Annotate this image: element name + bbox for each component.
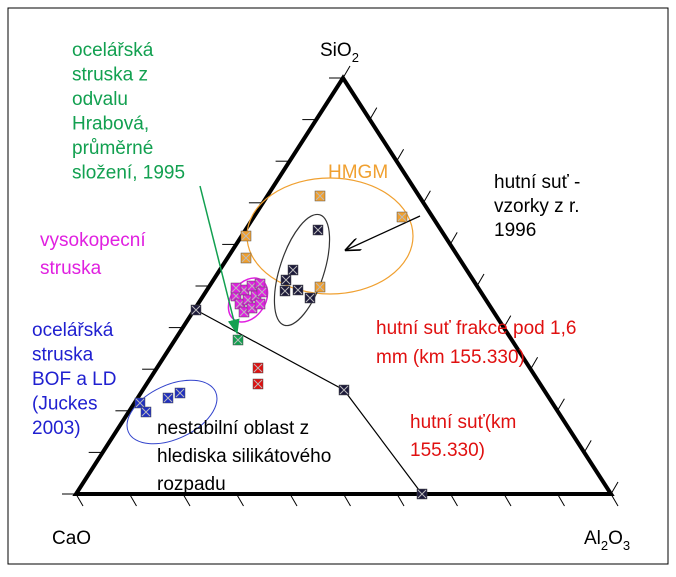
marker-cross [315, 191, 325, 201]
marker-cross [141, 407, 151, 417]
marker-cross [231, 283, 241, 293]
tick [476, 273, 485, 287]
hmgm-label: HMGM [328, 162, 388, 183]
tick [556, 398, 565, 412]
label: SiO [320, 40, 352, 61]
annotation-line: odvalu [72, 89, 128, 110]
annotation-line: hutní suť(km [410, 412, 516, 433]
frame [7, 7, 669, 565]
marker-cross [280, 286, 290, 296]
annotation-line: hlediska silikátového [157, 446, 331, 467]
marker-cross [239, 285, 249, 295]
tick [369, 107, 378, 120]
marker-cross [293, 285, 303, 295]
annotation-line: hutní suť frakce pod 1,6 [376, 318, 576, 339]
marker-cross [339, 385, 349, 395]
annotation-line: mm (km 155.330) [376, 347, 525, 368]
marker-cross [233, 335, 243, 345]
tick [342, 65, 351, 79]
markers [134, 190, 428, 500]
annotation-line: rozpadu [157, 474, 226, 495]
marker-cross [247, 281, 257, 291]
annotation-line: vysokopecní [40, 230, 146, 251]
tick [396, 148, 405, 162]
marker-cross [281, 275, 291, 285]
marker-cross [255, 299, 265, 309]
marker-cross [253, 379, 263, 389]
marker-cross [255, 279, 265, 289]
marker-cross [163, 393, 173, 403]
marker-cross [397, 212, 407, 222]
annotation-line: vzorky z r. [494, 196, 580, 217]
label: 2 [601, 538, 608, 553]
marker-cross [241, 231, 251, 241]
marker-cross [247, 303, 257, 313]
marker-cross [243, 295, 253, 305]
annotation-line: 155.330) [410, 440, 485, 461]
label: 3 [623, 538, 630, 553]
tick [530, 356, 539, 370]
annotation-line: (Juckes [32, 394, 97, 415]
annotation-line: 1996 [494, 220, 536, 241]
apex-top-label: SiO2 [320, 40, 359, 65]
marker-cross [235, 299, 245, 309]
marker-cross [417, 489, 427, 499]
apex-right-label: Al2O3 [584, 528, 630, 553]
marker-cross [241, 253, 251, 263]
annotation-line: ocelářská [72, 40, 154, 61]
tick [422, 190, 431, 204]
marker-cross [288, 265, 298, 275]
tick [503, 315, 512, 328]
marker-cross [135, 398, 145, 408]
annotation-line: hutní suť - [494, 172, 580, 193]
annotation-line: struska [40, 258, 102, 279]
marker-cross [313, 225, 323, 235]
label: 2 [352, 50, 359, 65]
tick [610, 481, 619, 495]
annotation-line: BOF a LD [32, 369, 116, 390]
triangle [72, 74, 615, 496]
annotation-line: nestabilní oblast z [157, 418, 309, 439]
annotation-line: struska [32, 345, 94, 366]
marker-cross [257, 287, 267, 297]
blue-ellipse [126, 379, 218, 445]
samples-ellipse [273, 213, 331, 327]
marker-cross [305, 293, 315, 303]
apex-left-label: CaO [52, 528, 91, 549]
annotation-line: 2003) [32, 418, 81, 439]
marker-cross [315, 282, 325, 292]
label: O [608, 528, 623, 549]
annotation-line: složení, 1995 [72, 163, 185, 184]
annotation-line: Hrabová, [72, 114, 149, 135]
marker-cross [239, 307, 249, 317]
marker-cross [253, 363, 263, 373]
marker-cross [175, 388, 185, 398]
label: Al [584, 528, 601, 549]
tick [583, 440, 592, 453]
green-arrow [199, 185, 240, 335]
black-arrow [346, 215, 421, 250]
marker-cross [191, 305, 201, 315]
annotation-line: ocelářská [32, 320, 114, 341]
marker-cross [231, 291, 241, 301]
annotation-line: průměrné [72, 138, 153, 159]
tick [449, 232, 458, 245]
annotation-line: struska z [72, 65, 148, 86]
